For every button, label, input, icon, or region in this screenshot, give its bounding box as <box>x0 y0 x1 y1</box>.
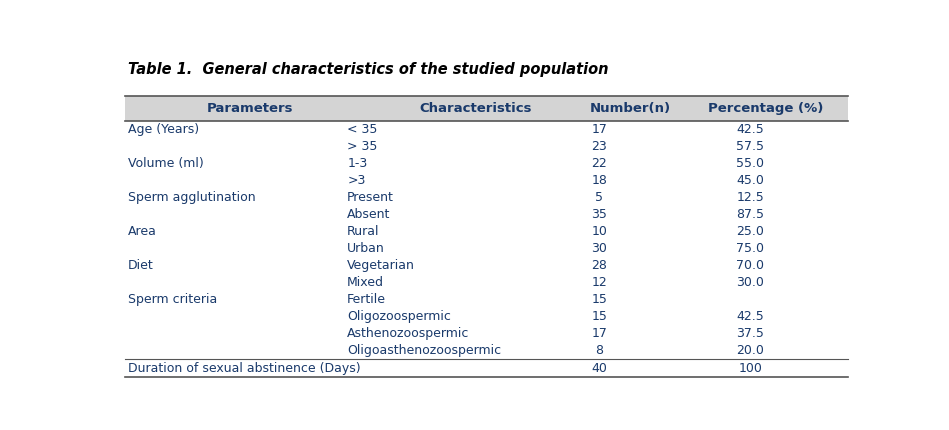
Text: >3: >3 <box>347 174 365 187</box>
Text: 12.5: 12.5 <box>736 191 764 204</box>
Text: Parameters: Parameters <box>206 102 293 115</box>
Text: 20.0: 20.0 <box>736 344 764 357</box>
Text: 35: 35 <box>591 208 607 221</box>
Text: Mixed: Mixed <box>347 276 384 289</box>
Text: Area: Area <box>128 225 157 238</box>
Text: 12: 12 <box>591 276 607 289</box>
Text: Urban: Urban <box>347 242 385 255</box>
Text: Table 1.  General characteristics of the studied population: Table 1. General characteristics of the … <box>128 62 608 77</box>
Text: 75.0: 75.0 <box>736 242 764 255</box>
Text: 40: 40 <box>591 362 607 375</box>
Text: 45.0: 45.0 <box>736 174 764 187</box>
Text: Oligozoospermic: Oligozoospermic <box>347 310 451 323</box>
Text: Asthenozoospermic: Asthenozoospermic <box>347 327 470 341</box>
Text: Absent: Absent <box>347 208 391 221</box>
Text: 15: 15 <box>591 293 607 306</box>
Text: Age (Years): Age (Years) <box>128 123 199 136</box>
Text: Rural: Rural <box>347 225 380 238</box>
Text: 23: 23 <box>591 140 607 153</box>
Text: Characteristics: Characteristics <box>419 102 531 115</box>
Text: Sperm agglutination: Sperm agglutination <box>128 191 255 204</box>
Text: 37.5: 37.5 <box>736 327 764 341</box>
Text: 100: 100 <box>738 362 762 375</box>
Text: > 35: > 35 <box>347 140 378 153</box>
Text: 87.5: 87.5 <box>736 208 764 221</box>
Text: 10: 10 <box>591 225 607 238</box>
Text: 30.0: 30.0 <box>736 276 764 289</box>
Text: 8: 8 <box>595 344 604 357</box>
Text: Fertile: Fertile <box>347 293 386 306</box>
Text: < 35: < 35 <box>347 123 378 136</box>
Text: Present: Present <box>347 191 394 204</box>
Text: 42.5: 42.5 <box>736 310 764 323</box>
Text: Volume (ml): Volume (ml) <box>128 157 204 170</box>
Bar <box>125 96 847 121</box>
Text: 15: 15 <box>591 310 607 323</box>
Text: Number(n): Number(n) <box>589 102 671 115</box>
Text: Duration of sexual abstinence (Days): Duration of sexual abstinence (Days) <box>128 362 361 375</box>
Text: 22: 22 <box>591 157 607 170</box>
Text: 30: 30 <box>591 242 607 255</box>
Text: 17: 17 <box>591 123 607 136</box>
Text: 5: 5 <box>595 191 604 204</box>
Text: 70.0: 70.0 <box>736 259 764 272</box>
Text: 18: 18 <box>591 174 607 187</box>
Text: Sperm criteria: Sperm criteria <box>128 293 217 306</box>
Text: 1-3: 1-3 <box>347 157 367 170</box>
Text: 28: 28 <box>591 259 607 272</box>
Text: Percentage (%): Percentage (%) <box>709 102 824 115</box>
Text: 17: 17 <box>591 327 607 341</box>
Text: 55.0: 55.0 <box>736 157 764 170</box>
Text: 25.0: 25.0 <box>736 225 764 238</box>
Text: Vegetarian: Vegetarian <box>347 259 415 272</box>
Text: Diet: Diet <box>128 259 154 272</box>
Text: 57.5: 57.5 <box>736 140 764 153</box>
Text: 42.5: 42.5 <box>736 123 764 136</box>
Text: Oligoasthenozoospermic: Oligoasthenozoospermic <box>347 344 501 357</box>
